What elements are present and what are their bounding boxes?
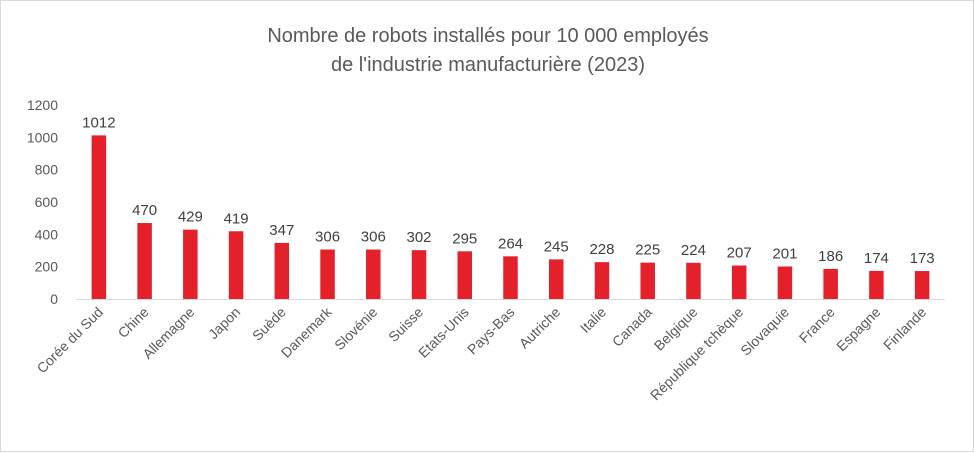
y-tick-label: 1000 [27,129,58,145]
data-label: 429 [178,209,203,226]
data-label: 201 [772,246,797,263]
bar [137,223,152,299]
y-tick-label: 800 [35,162,59,178]
y-tick-label: 600 [35,194,59,210]
bar [548,259,564,299]
category-label: Italie [577,304,609,336]
bar [914,271,930,299]
bar [640,262,655,299]
bar [731,265,747,299]
data-label: 264 [498,235,523,252]
data-label: 306 [361,229,386,246]
data-label: 295 [452,230,477,247]
category-label: Finlande [880,304,929,353]
y-tick-label: 0 [50,291,58,307]
y-tick-label: 400 [35,226,59,242]
category-label: Espagne [833,304,884,355]
bar [274,242,290,299]
data-label: 224 [681,242,706,259]
category-label: Danemark [278,303,336,361]
bar [777,266,793,299]
category-label: Suisse [385,304,426,345]
bar [686,262,701,299]
data-label: 207 [727,245,752,262]
category-label: Etats-Unis [415,304,472,361]
bar [869,270,884,299]
category-label: Corée du Sud [34,304,106,376]
y-tick-label: 200 [35,259,59,275]
category-label: Canada [609,304,655,350]
data-label: 470 [132,202,157,219]
data-label: 1012 [82,114,115,131]
bar [823,268,838,299]
data-label: 228 [589,241,614,258]
category-label: Autriche [516,304,564,352]
category-label: Slovénie [331,304,380,353]
bar [183,229,198,299]
data-label: 347 [269,222,294,239]
category-label: Japon [205,304,243,342]
category-label: France [796,304,838,346]
data-label: 174 [864,250,889,267]
data-label: 186 [818,248,843,265]
data-label: 419 [224,210,249,227]
category-label: Chine [115,304,152,341]
category-label: Slovaquie [737,304,792,359]
category-label: Suède [249,304,289,344]
y-axis-ticks: 1200 1000 800 600 400 200 0 [27,97,58,307]
category-label: Pays-Bas [464,304,518,358]
data-label: 245 [544,238,569,255]
data-labels: 1012 470 429 419 347 306 306 302 295 264 245 228 225… [82,114,934,267]
chart-subtitle: de l'industrie manufacturière (2023) [331,54,645,76]
bar [457,251,473,299]
y-tick-label: 1200 [27,97,58,113]
bars [91,135,930,299]
data-label: 302 [407,229,432,246]
bar [411,250,427,299]
bar [320,249,335,299]
data-label: 173 [910,250,935,267]
data-label: 306 [315,229,340,246]
bar [503,256,518,299]
data-label: 225 [635,242,660,259]
chart-title: Nombre de robots installés pour 10 000 e… [267,25,708,47]
bar [228,231,244,299]
bar [594,262,610,299]
bar [91,135,107,299]
bar [366,249,381,299]
